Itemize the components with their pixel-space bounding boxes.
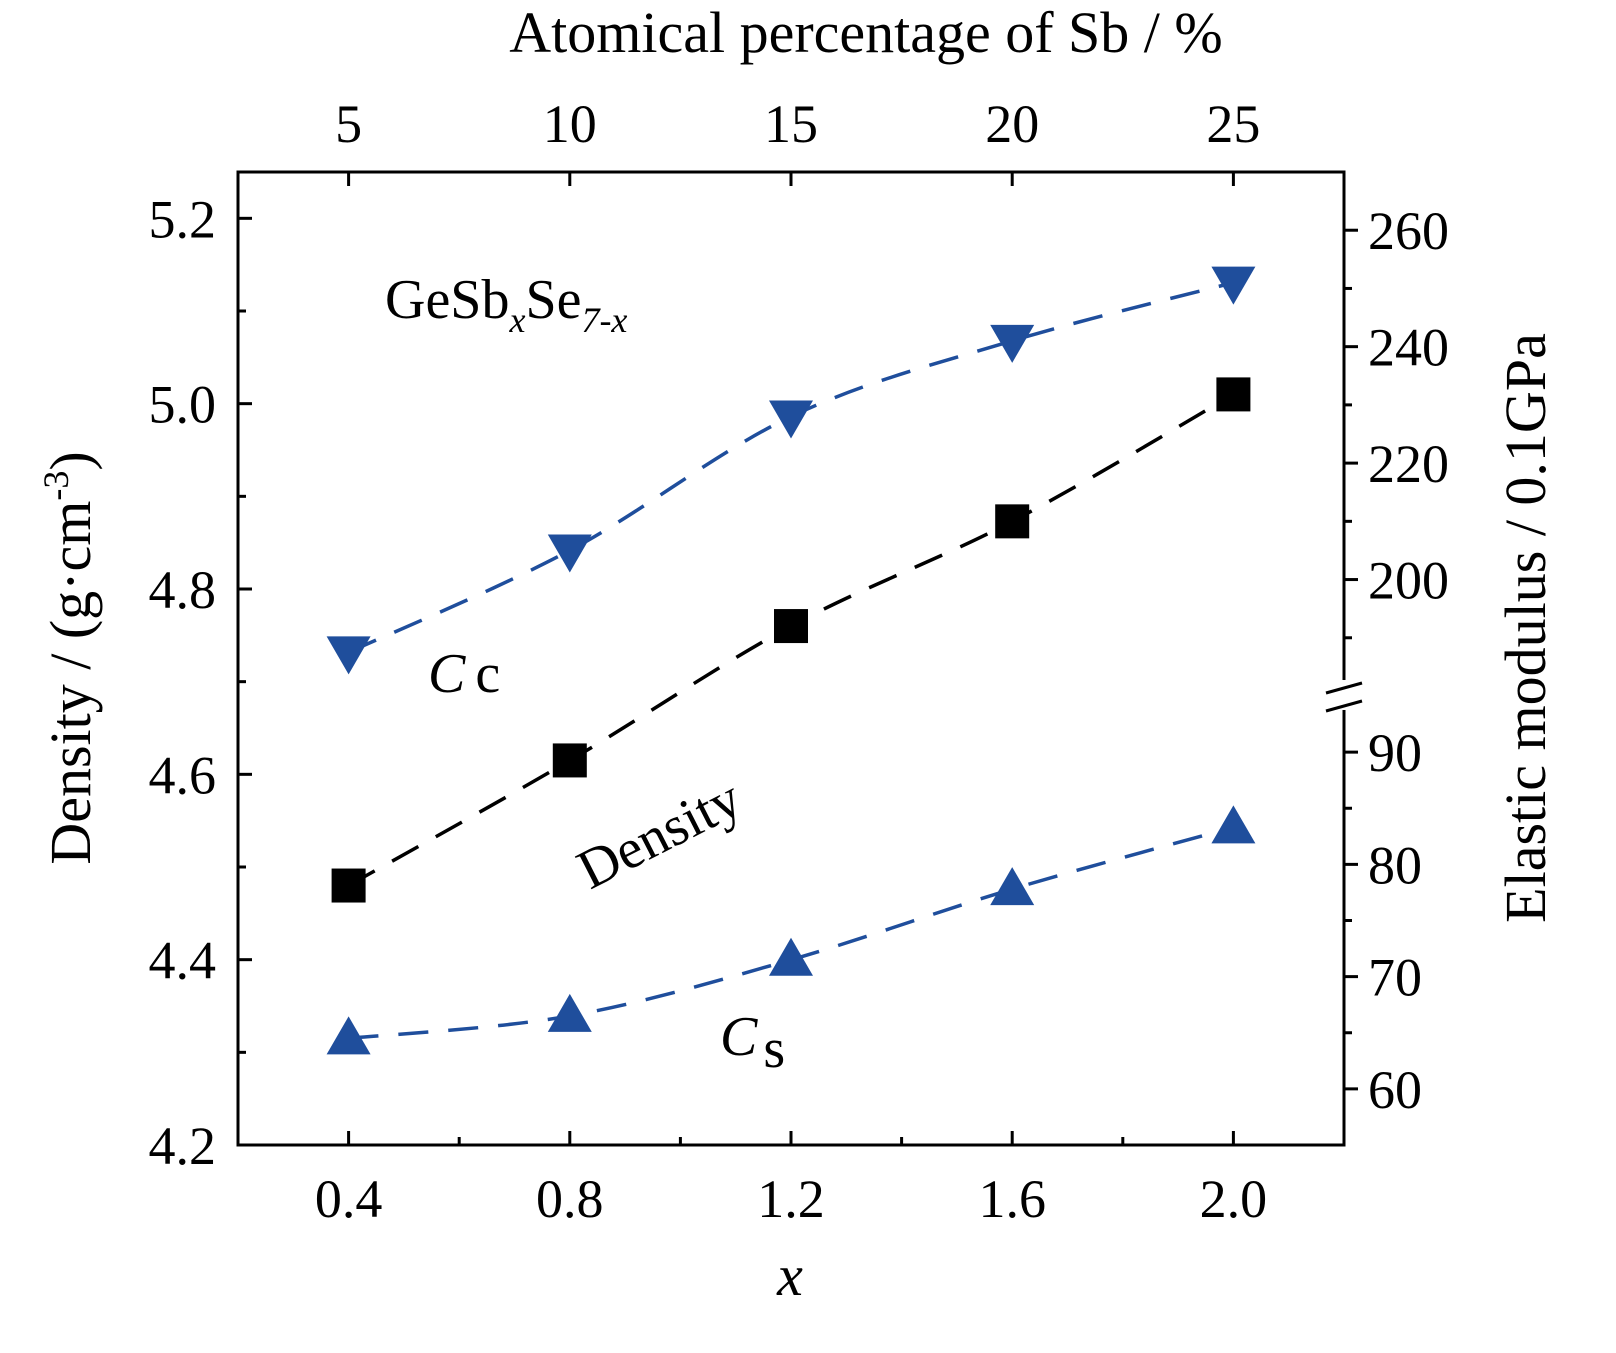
marker-density [331,868,366,903]
marker-density [995,504,1030,539]
right-tick-label: 240 [1368,318,1449,378]
left-tick-label: 5.0 [149,375,217,435]
left-axis-title-sup: -3 [36,471,76,501]
marker-cc [547,534,592,573]
right-tick-label: 80 [1368,835,1422,895]
density-annotation: Density [568,767,751,901]
top-tick-label: 20 [985,94,1039,154]
axis-break-marker [1325,680,1363,713]
bottom-tick-label: 0.8 [536,1169,604,1229]
bottom-tick-label: 1.2 [757,1169,825,1229]
marker-density [1216,377,1251,412]
series-line-cc [347,280,1234,654]
top-axis-title: Atomical percentage of Sb / % [509,0,1222,65]
cc-sub: c [475,643,500,705]
bottom-tick-label: 0.4 [315,1169,383,1229]
cs-main: C [720,1006,758,1068]
cc-main: C [428,643,466,705]
left-tick-label: 4.2 [149,1116,217,1176]
marker-cc [1211,266,1256,305]
left-axis-title-end: ) [38,451,103,470]
formula-mid: Se [525,269,581,331]
top-tick-label: 25 [1206,94,1260,154]
left-tick-label: 4.4 [149,931,217,991]
right-tick-label: 200 [1368,551,1449,611]
axis-ticks [238,172,1358,1147]
left-axis-title: Density / (g·cm-3) [36,451,103,864]
bottom-tick-label: 2.0 [1200,1169,1268,1229]
right-tick-label: 90 [1368,723,1422,783]
right-tick-label: 260 [1368,201,1449,261]
marker-cc [326,636,371,675]
formula-annotation: GeSbxSe7-x [385,269,627,340]
series-line-cs [348,825,1234,1041]
top-tick-label: 10 [543,94,597,154]
marker-cs [1211,805,1256,844]
right-tick-label: 220 [1368,434,1449,494]
axis-tick-labels: 0.4 0.8 1.2 1.6 2.0 5 10 15 20 25 4.2 4.4 4.6 4.8 5.0 5… [149,94,1450,1229]
marker-cs [990,867,1035,906]
bottom-tick-label: 1.6 [978,1169,1046,1229]
marker-density [774,609,808,644]
marker-density [552,743,587,778]
left-axis-title-main: Density / (g·cm [38,501,103,865]
series-markers [326,266,1256,1055]
left-tick-label: 5.2 [149,189,217,249]
right-tick-label: 60 [1368,1060,1422,1120]
formula-sub-7x: 7-x [581,300,627,340]
bottom-axis-title: x [776,1243,803,1308]
formula-sub-x: x [508,300,525,340]
right-tick-label: 70 [1368,948,1422,1008]
marker-cc [990,324,1035,363]
marker-cc [769,400,813,439]
formula-base: GeSb [385,269,509,331]
top-tick-label: 5 [335,94,362,154]
right-axis-title: Elastic modulus / 0.1GPa [1493,333,1558,923]
marker-cs [769,937,813,976]
left-tick-label: 4.8 [149,560,217,620]
top-tick-label: 15 [764,94,818,154]
marker-cs [326,1016,371,1055]
cs-sub: s [763,1018,785,1080]
marker-cs [547,993,592,1032]
left-tick-label: 4.6 [149,745,217,805]
